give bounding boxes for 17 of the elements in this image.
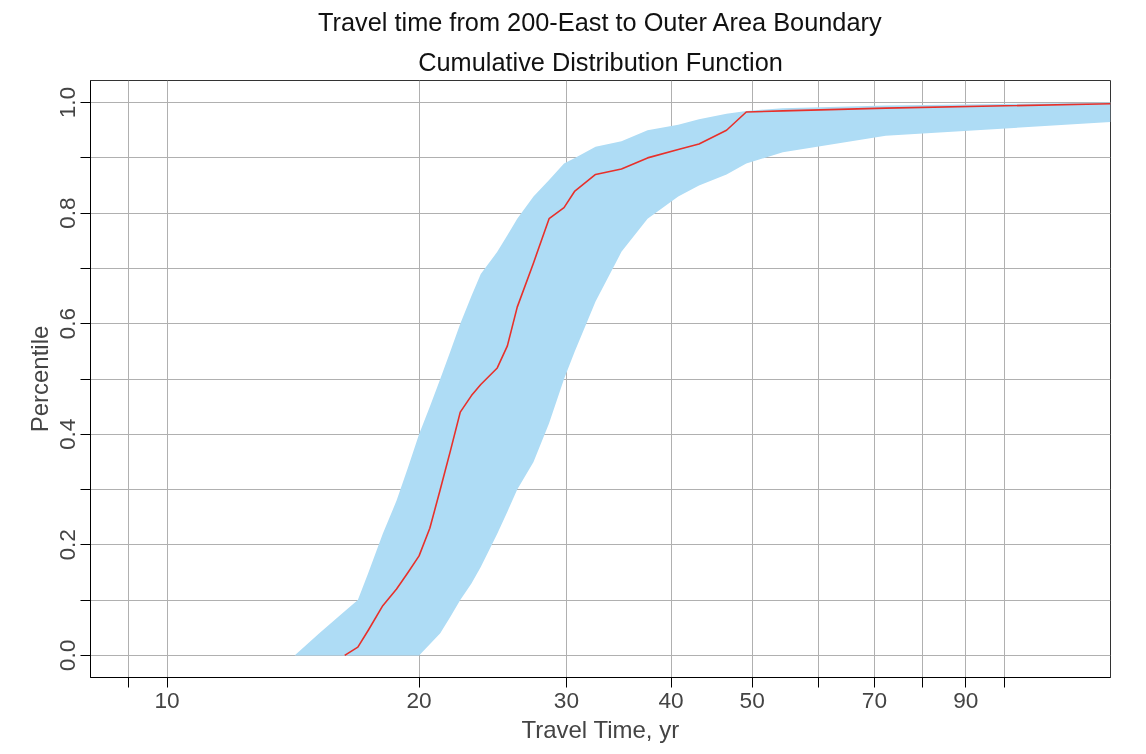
x-tick-label: 70 — [861, 686, 888, 713]
x-tick-label: 10 — [154, 686, 180, 713]
x-tick-label: 40 — [658, 686, 684, 713]
x-axis-title: Travel Time, yr — [521, 715, 680, 743]
y-tick-label: 0.6 — [54, 307, 81, 340]
y-tick-label: 1.0 — [54, 86, 81, 119]
y-tick-label: 0.8 — [54, 197, 81, 229]
x-tick-label: 50 — [739, 686, 765, 713]
chart-title: Travel time from 200-East to Outer Area Boundary — [318, 7, 882, 36]
y-tick-label: 0.4 — [54, 418, 81, 451]
x-tick-label: 90 — [953, 686, 979, 713]
chart-subtitle: Cumulative Distribution Function — [418, 47, 783, 76]
y-tick-label: 0.2 — [54, 529, 81, 561]
x-tick-label: 20 — [406, 686, 432, 713]
y-tick-label: 0.0 — [54, 639, 81, 672]
y-axis-title: Percentile — [25, 325, 53, 433]
x-tick-label: 30 — [553, 686, 580, 713]
